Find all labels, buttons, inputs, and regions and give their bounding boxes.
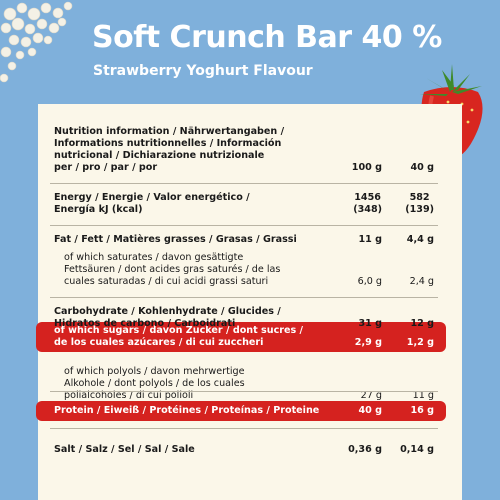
carbohydrate-label-line-1: Carbohydrate / Kohlenhydrate / Glucides … [54,306,281,317]
saturates-label-line-1: of which saturates / davon gesättigte [64,252,244,263]
carbohydrate-label-line-2: Hidratos de carbono / Carboidrati [54,318,236,329]
column-header-100g: 100 g [351,162,382,173]
heading-line-3: nutricional / Dichiarazione nutrizionale [54,150,265,161]
energy-kcal-40g: (139) [405,204,434,215]
polyols-row: of which polyols / davon mehrwertige Alk… [54,366,434,402]
divider [50,391,438,392]
product-title: Soft Crunch Bar 40 % [92,20,442,55]
saturates-value-100g: 6,0 g [357,276,382,287]
divider [50,225,438,226]
heading-line-2: Informations nutritionnelles / Informaci… [54,138,282,149]
polyols-label-line-2: Alkohole / dont polyols / de los cuales [64,378,245,389]
salt-value-100g: 0,36 g [348,444,382,455]
heading-line-4: per / pro / par / por [54,162,158,173]
polyols-label-line-3: polialcoholes / di cui polioli [64,390,194,401]
yoghurt-crisps-icon [0,1,73,83]
saturates-value-40g: 2,4 g [409,276,434,287]
carbohydrate-row: Carbohydrate / Kohlenhydrate / Glucides … [54,306,434,330]
divider [50,297,438,298]
energy-value-100g: 1456 (348) [353,192,382,216]
fat-label: Fat / Fett / Matières grasses / Grasas /… [54,234,297,245]
protein-highlight: Protein / Eiweiß / Protéines / Proteínas… [36,401,446,421]
nutrition-panel: of which sugars / davon Zucker / dont su… [36,104,462,500]
salt-row: Salt / Salz / Sel / Sal / Sale 0,36 g 0,… [54,444,434,456]
fat-row: Fat / Fett / Matières grasses / Grasas /… [54,234,434,246]
protein-value-40g: 16 g [410,405,434,416]
energy-kj-40g: 582 [409,192,430,203]
energy-kj-100g: 1456 [354,192,381,203]
sugars-value-40g: 1,2 g [406,337,434,348]
polyols-value-100g: 27 g [360,390,382,401]
table-heading: Nutrition information / Nährwertangaben … [54,126,434,174]
carbohydrate-value-100g: 31 g [358,318,382,329]
carbohydrate-value-40g: 12 g [410,318,434,329]
protein-value-100g: 40 g [358,405,382,416]
protein-label: Protein / Eiweiß / Protéines / Proteínas… [54,405,320,416]
sugars-label-line-1: of which sugars / davon Zucker / dont su… [54,325,304,336]
divider [50,183,438,184]
salt-value-40g: 0,14 g [400,444,434,455]
saturates-row: of which saturates / davon gesättigte Fe… [54,252,434,288]
saturates-label-line-2: Fettsäuren / dont acides gras saturés / … [64,264,281,275]
energy-label-line-2: Energía kJ (kcal) [54,204,143,215]
divider [50,428,438,429]
sugars-label-line-2: de los cuales azúcares / di cui zuccheri [54,337,264,348]
fat-value-100g: 11 g [358,234,382,245]
fat-value-40g: 4,4 g [406,234,434,245]
product-subtitle: Strawberry Yoghurt Flavour [93,63,313,79]
energy-kcal-100g: (348) [353,204,382,215]
energy-value-40g: 582 (139) [405,192,434,216]
salt-label: Salt / Salz / Sel / Sal / Sale [54,444,195,455]
polyols-label-line-1: of which polyols / davon mehrwertige [64,366,245,377]
sugars-value-100g: 2,9 g [354,337,382,348]
energy-label-line-1: Energy / Energie / Valor energético / [54,192,250,203]
column-header-40g: 40 g [410,162,434,173]
polyols-value-40g: 11 g [412,390,434,401]
nutrition-table: Nutrition information / Nährwertangaben … [50,126,438,456]
energy-row: Energy / Energie / Valor energético / En… [54,192,434,216]
saturates-label-line-3: cuales saturadas / di cui acidi grassi s… [64,276,269,287]
heading-line-1: Nutrition information / Nährwertangaben … [54,126,285,137]
sugars-highlight: of which sugars / davon Zucker / dont su… [36,322,446,352]
